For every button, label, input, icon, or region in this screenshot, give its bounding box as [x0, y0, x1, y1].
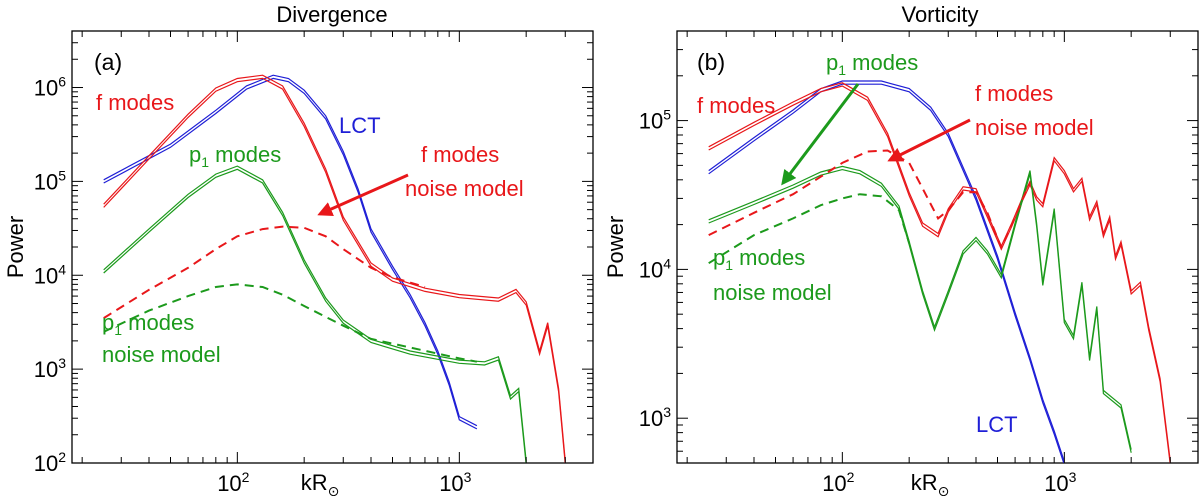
y-tick-label: 104: [34, 261, 66, 288]
series-line-f-modes-noise-model: [103, 225, 426, 319]
y-axis-label: Power: [603, 216, 628, 278]
series-line-f-modes-twin: [103, 77, 566, 463]
panel-label: (a): [94, 49, 122, 75]
series-line-p1-modes: [708, 165, 1132, 450]
x-tick-label: 102: [822, 469, 854, 496]
annotation-p1-modes: p1 modes: [189, 142, 281, 170]
series-line-lct: [103, 74, 478, 427]
series-line-p1-modes-noise-model: [103, 283, 478, 363]
annotation-lct: LCT: [339, 113, 381, 138]
y-axis-label: Power: [3, 216, 28, 278]
series-line-f-modes-noise-model: [708, 149, 1031, 251]
series-line-lct-twin: [103, 77, 478, 430]
series-line-lct-twin: [708, 83, 1065, 463]
annotation-f-noise-2: noise model: [975, 115, 1094, 140]
series-line-p1-modes-noise-model: [708, 193, 911, 265]
chart-title: Vorticity: [901, 2, 978, 27]
annotation-f-modes: f modes: [697, 93, 775, 118]
arrow-p1-modes: [781, 83, 860, 186]
series-line-p1-modes-twin: [103, 168, 527, 463]
y-tick-label: 105: [639, 107, 671, 134]
annotation-f-noise-2: noise model: [405, 176, 524, 201]
annotation-f-modes: f modes: [96, 90, 174, 115]
series-line-lct: [708, 80, 1065, 462]
y-tick-label: 104: [639, 255, 671, 282]
annotation-f-noise: f modes: [421, 142, 499, 167]
x-tick-label: 102: [217, 469, 249, 496]
annotation-p1-noise-2: noise model: [102, 342, 221, 367]
y-tick-label: 103: [639, 404, 671, 431]
annotation-p1-noise: p1 modes: [713, 245, 805, 273]
y-tick-label: 103: [34, 355, 66, 382]
x-axis-label: kR⊙: [911, 470, 950, 496]
annotation-p1-noise: p1 modes: [102, 310, 194, 338]
series-line-f-modes: [708, 82, 1171, 462]
y-tick-label: 105: [34, 167, 66, 194]
y-tick-label: 106: [34, 74, 66, 101]
x-tick-label: 103: [1044, 469, 1076, 496]
annotation-p1-modes: p1 modes: [826, 50, 918, 78]
annotation-f-noise: f modes: [975, 81, 1053, 106]
arrow-f-noise: [887, 118, 971, 162]
x-tick-label: 103: [439, 469, 471, 496]
arrow-f-noise: [317, 173, 409, 216]
panel-label: (b): [697, 49, 725, 75]
chart-title: Divergence: [276, 2, 387, 27]
annotation-lct: LCT: [976, 412, 1018, 437]
series-line-p1-modes-twin: [708, 168, 1132, 453]
y-tick-label: 102: [34, 449, 66, 476]
series-line-f-modes: [103, 74, 566, 462]
series-line-f-modes-twin: [708, 85, 1171, 463]
x-axis-label: kR⊙: [301, 470, 340, 496]
plot-frame: [676, 30, 1199, 464]
series-line-p1-modes: [103, 165, 527, 462]
divergence-panel: Divergence 102 103 102 103 104 105 106 (a) Pow…: [3, 2, 594, 496]
annotation-p1-noise-2: noise model: [713, 280, 832, 305]
